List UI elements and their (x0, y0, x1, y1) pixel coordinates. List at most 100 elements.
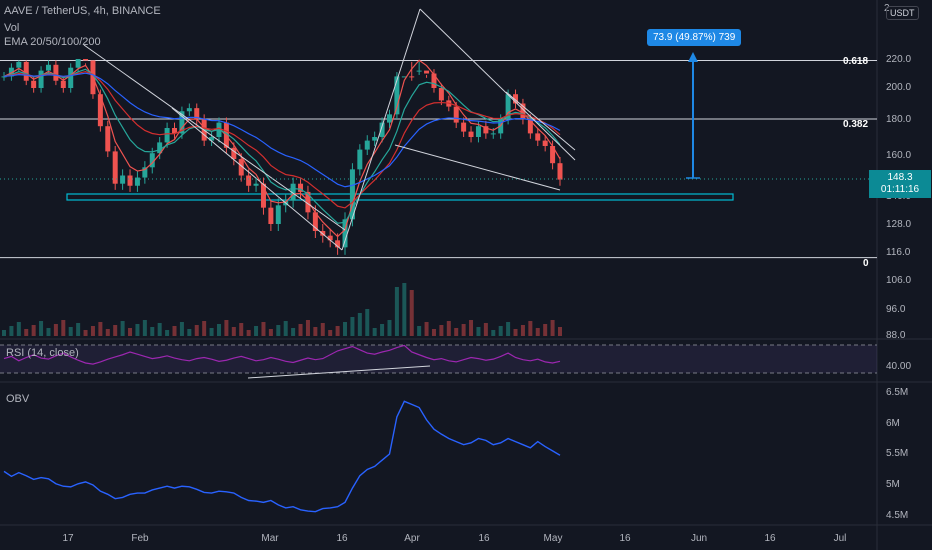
candle (335, 240, 341, 248)
volume-bar (202, 321, 207, 336)
currency-badge[interactable]: USDT (886, 6, 919, 20)
volume-bar (402, 283, 407, 336)
time-tick: Feb (131, 533, 149, 544)
obv-tick: 6.5M (886, 387, 909, 398)
price-tick: 180.0 (886, 114, 912, 125)
volume-bar (24, 329, 29, 336)
volume-bar (298, 324, 303, 336)
candle (527, 119, 533, 134)
volume-bar (350, 317, 355, 336)
rsi-pane-label[interactable]: RSI (14, close) (6, 347, 79, 359)
candle (535, 133, 541, 141)
candle (112, 151, 118, 184)
volume-bar (239, 323, 244, 336)
price-tick: 128.0 (886, 219, 912, 230)
volume-bar (254, 326, 259, 336)
support-zone (66, 193, 734, 201)
ema-200-line (3, 72, 561, 188)
volume-bar (276, 325, 281, 336)
obv-pane-label[interactable]: OBV (6, 393, 30, 405)
volume-bar (535, 328, 540, 336)
candle (305, 191, 311, 213)
candle (438, 88, 444, 101)
last-price-label: 148.3 01:11:16 (869, 170, 931, 198)
price-tick: 96.0 (886, 304, 906, 315)
candle (490, 133, 496, 135)
candle (416, 70, 422, 72)
price-tick: 106.0 (886, 275, 912, 286)
volume-bar (498, 326, 503, 336)
candle (453, 106, 459, 123)
candle (60, 80, 66, 88)
candle (23, 61, 29, 81)
volume-bar (313, 327, 318, 336)
time-tick: May (543, 533, 563, 544)
volume-bar (216, 324, 221, 336)
candle (38, 70, 44, 88)
volume-indicator-label[interactable]: Vol (4, 22, 20, 34)
volume-bar (528, 321, 533, 336)
volume-bar (357, 313, 362, 336)
candle (357, 149, 363, 170)
volume-bar (68, 327, 73, 336)
volume-bar (98, 322, 103, 336)
candle (513, 94, 519, 104)
trend-line (341, 8, 421, 251)
candle (83, 59, 89, 61)
volume-bar (231, 327, 236, 336)
candle (134, 177, 140, 186)
candle (550, 146, 556, 164)
candle (379, 122, 385, 137)
candle (75, 59, 81, 68)
candle (364, 140, 370, 150)
volume-bar (194, 325, 199, 336)
ema-20-line (3, 59, 561, 238)
volume-bar (439, 325, 444, 336)
volume-bar (142, 320, 147, 336)
fib-label-0: 0 (863, 258, 869, 269)
candle (97, 94, 103, 127)
volume-bar (2, 330, 6, 336)
volume-bar (417, 326, 422, 336)
volume-bar (483, 323, 488, 336)
trend-line (394, 144, 561, 191)
candle (542, 140, 548, 146)
ema-100-line (3, 70, 561, 209)
volume-bar (283, 321, 288, 336)
ema-indicator-label[interactable]: EMA 20/50/100/200 (4, 36, 101, 48)
candle (238, 159, 244, 176)
ema-50-line (3, 68, 561, 224)
volume-bar (120, 321, 125, 336)
volume-bar (320, 323, 325, 336)
candle (186, 108, 192, 112)
candle (275, 205, 281, 224)
price-tick: 88.0 (886, 330, 906, 341)
trend-line (83, 44, 346, 231)
candle (483, 126, 489, 134)
volume-bar (135, 324, 140, 336)
candle (246, 175, 252, 186)
candle (260, 183, 266, 208)
volume-bar (335, 326, 340, 336)
time-tick: Jul (833, 533, 847, 544)
candle (127, 175, 133, 186)
time-tick: Jun (690, 533, 708, 544)
bar-countdown: 01:11:16 (880, 184, 920, 195)
volume-bar (461, 324, 466, 336)
volume-bar (224, 320, 229, 336)
rsi-tick: 40.00 (886, 361, 912, 372)
candle (209, 137, 215, 141)
obv-tick: 5M (886, 479, 900, 490)
candle (253, 183, 259, 186)
volume-bar (387, 320, 392, 336)
time-tick: Apr (404, 533, 420, 544)
candle (290, 183, 296, 201)
candle (231, 147, 237, 160)
price-tick: 200.0 (886, 82, 912, 93)
price-range-measure-label[interactable]: 73.9 (49.87%) 739 (647, 29, 742, 46)
candle (1, 76, 7, 78)
candle (16, 61, 22, 68)
time-tick: Mar (261, 533, 279, 544)
volume-bar (431, 329, 436, 336)
